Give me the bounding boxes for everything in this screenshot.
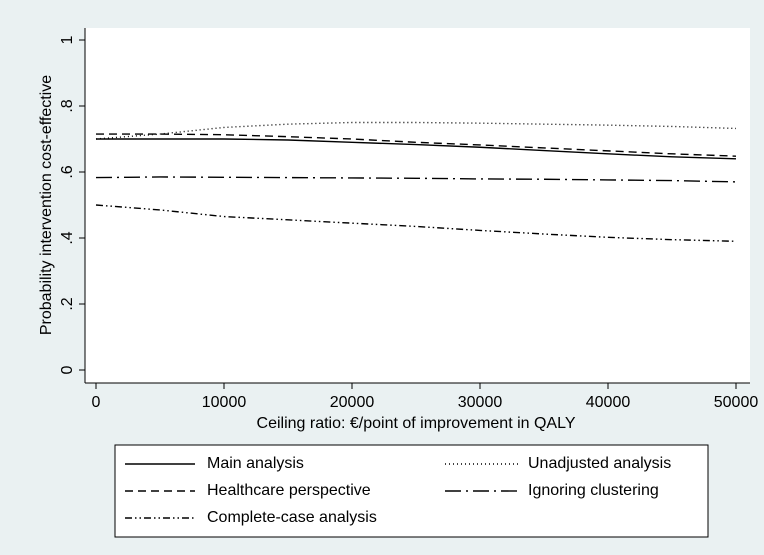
y-tick-label: .6	[59, 165, 76, 178]
series-line	[96, 138, 737, 160]
x-tick-label: 10000	[202, 394, 247, 411]
series-line	[95, 121, 737, 140]
y-tick-label: .4	[59, 231, 76, 244]
x-tick-label: 50000	[714, 394, 759, 411]
legend-label: Healthcare perspective	[207, 482, 371, 499]
legend	[114, 444, 709, 538]
x-tick-label: 20000	[330, 394, 375, 411]
x-tick-label: 0	[92, 394, 101, 411]
x-tick-label: 30000	[458, 394, 503, 411]
y-tick-label: .8	[59, 99, 76, 112]
y-tick-label: .2	[59, 297, 76, 310]
series-line	[95, 204, 737, 242]
y-tick-label: 0	[59, 365, 76, 374]
series-line	[96, 133, 737, 157]
x-axis-title: Ceiling ratio: €/point of improvement in…	[257, 415, 576, 432]
legend-label: Complete-case analysis	[207, 509, 377, 526]
x-tick-label: 40000	[586, 394, 631, 411]
plot-area	[85, 28, 750, 383]
legend-label: Unadjusted analysis	[528, 455, 671, 472]
y-axis-title: Probability intervention cost-effective	[38, 75, 55, 335]
legend-label: Main analysis	[207, 455, 304, 472]
series-line	[95, 176, 737, 183]
legend-label: Ignoring clustering	[528, 482, 659, 499]
y-tick-label: 1	[59, 35, 76, 44]
